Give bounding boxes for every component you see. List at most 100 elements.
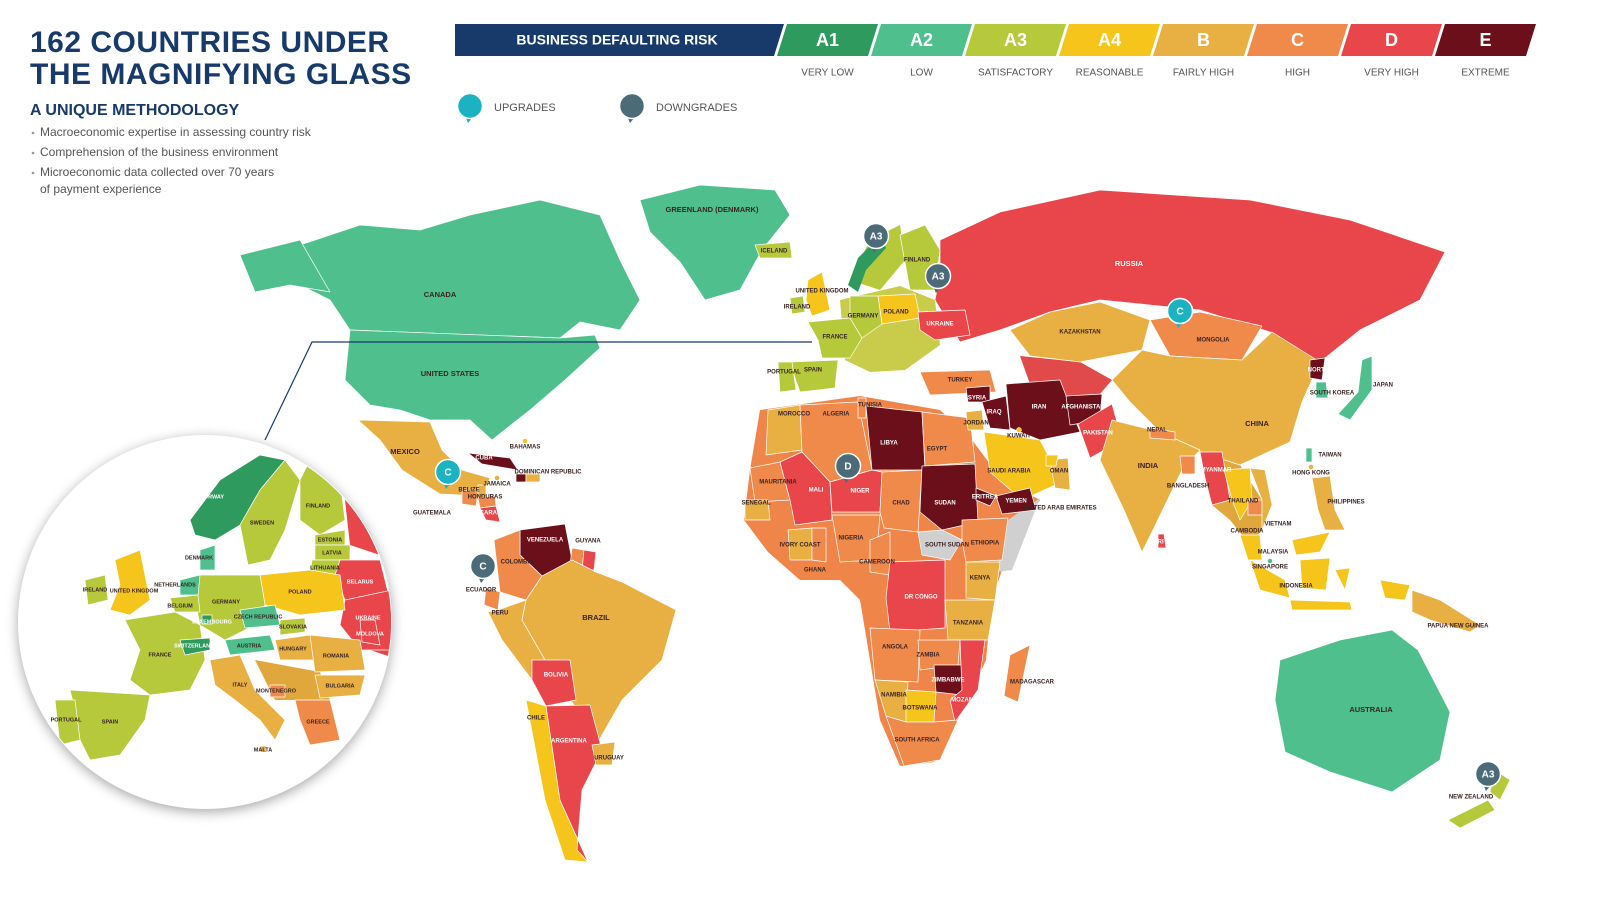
legend-swatch	[1435, 24, 1536, 56]
zoom-country-label: HUNGARY	[279, 646, 307, 652]
zoom-country-label: IRELAND	[83, 587, 107, 593]
country-shape	[545, 704, 603, 863]
country-label: KENYA	[970, 576, 991, 582]
marker-layer: A3 A3 C D C C A3	[434, 222, 1502, 791]
country-shape	[1311, 475, 1346, 531]
bullet-text: Microeconomic data collected over 70 yea…	[40, 165, 274, 179]
country-shape	[1291, 531, 1331, 556]
country-label: CAMEROON	[859, 560, 895, 566]
zoom-country-shape	[309, 634, 366, 673]
country-shape	[965, 409, 985, 431]
legend-code: A1	[816, 30, 839, 50]
country-label: CUBA	[475, 456, 493, 462]
country-label: ZIMBABWE	[932, 678, 965, 684]
legend-label: VERY LOW	[801, 68, 854, 79]
country-label: TUNISIA	[858, 403, 883, 409]
country-label: GHANA	[804, 568, 827, 574]
zoom-country-label: PORTUGAL	[51, 717, 83, 723]
country-shape	[1003, 644, 1031, 703]
zoom-country-label: ESTONIA	[318, 537, 342, 543]
zoom-country-label: LUXEMBOURG	[192, 619, 232, 625]
change-marker-label: A3	[932, 272, 945, 283]
change-marker	[1166, 297, 1194, 325]
country-label: GERMANY	[848, 314, 879, 320]
zoom-country-label: NORWAY	[200, 494, 224, 500]
country-label: OMAN	[1050, 469, 1068, 475]
zoom-country-shape	[239, 459, 301, 566]
legend-code: D	[1385, 30, 1398, 50]
country-shape	[591, 741, 616, 766]
legend-swatch	[777, 24, 878, 56]
zoom-country-shape	[294, 699, 341, 746]
country-label: MALI	[809, 488, 824, 494]
country-label: MAURITANIA	[759, 480, 797, 486]
country-label: KAZAKHSTAN	[1059, 330, 1100, 336]
country-label: UKRAINE	[926, 322, 953, 328]
country-label: ETHIOPIA	[971, 541, 1000, 547]
country-shape	[1009, 301, 1151, 363]
title-line: THE MAGNIFYING GLASS	[30, 58, 412, 91]
subtitle: A UNIQUE METHODOLOGY	[30, 102, 240, 119]
country-label: GUATEMALA	[413, 511, 452, 517]
country-label: AFGHANISTAN	[1061, 405, 1104, 411]
country-label: CAMBODIA	[1231, 529, 1265, 535]
country-shape	[1305, 447, 1313, 463]
zoom-country-shape	[314, 674, 366, 699]
country-label: LIBYA	[880, 441, 898, 447]
country-label: INDIA	[1138, 461, 1159, 470]
country-shape	[1223, 467, 1253, 521]
country-label: SOUTH KOREA	[1310, 391, 1355, 397]
country-shape	[1337, 355, 1373, 421]
country-label: VIETNAM	[1265, 522, 1292, 528]
country-label: URUGUAY	[594, 756, 624, 762]
country-label: CHAD	[892, 501, 910, 507]
country-label: MALAYSIA	[1258, 550, 1289, 556]
country-label: ANGOLA	[882, 645, 909, 651]
country-shape	[521, 559, 677, 743]
change-marker	[862, 222, 890, 250]
zoom-country-label: POLAND	[288, 589, 311, 595]
country-label: CANADA	[424, 290, 457, 299]
zoom-connector	[264, 341, 812, 441]
country-label: UNITED KINGDOM	[796, 289, 849, 295]
legend-title-bar	[455, 24, 784, 56]
country-shape	[885, 715, 959, 767]
zoom-circle: NORWAY SWEDEN FINLAND ESTONIA LATVIA LITHUANI…	[18, 435, 392, 809]
country-label: VENEZUELA	[527, 538, 564, 544]
country-label: GREENLAND (DENMARK)	[666, 205, 759, 214]
country-label: MEXICO	[390, 447, 420, 456]
country-label: HONDURAS	[468, 495, 503, 501]
zoom-country-label: SWEDEN	[250, 520, 274, 526]
bullet-dot	[31, 131, 35, 135]
country-shape	[289, 199, 641, 339]
zoom-country-label: BULGARIA	[325, 683, 354, 689]
change-marker	[924, 262, 952, 290]
zoom-country-label: MONTENEGRO	[256, 688, 297, 694]
zoom-country-label: GERMANY	[212, 599, 240, 605]
country-label: SPAIN	[804, 368, 822, 374]
zoom-country-shape	[109, 549, 151, 616]
country-label: BAHAMAS	[510, 445, 541, 451]
country-shape	[1309, 357, 1326, 381]
change-marker	[434, 458, 462, 486]
zoom-country-shape	[124, 611, 206, 696]
zoom-country-shape	[279, 617, 306, 636]
change-label: UPGRADES	[494, 102, 556, 114]
country-shape	[744, 499, 771, 521]
change-marker-label: C	[444, 468, 451, 479]
country-label: PORTUGAL	[767, 370, 801, 376]
country-shape	[1149, 427, 1176, 441]
zoom-country-label: SWITZERLAND	[174, 643, 214, 649]
country-shape	[995, 487, 1037, 515]
legend-swatch	[1153, 24, 1254, 56]
country-shape	[1379, 579, 1411, 601]
legend-swatch	[871, 24, 972, 56]
country-label: NEPAL	[1147, 428, 1167, 434]
country-label: IRELAND	[784, 305, 811, 311]
change-marker-label: D	[844, 462, 851, 473]
zoom-country-label: SPAIN	[102, 719, 118, 725]
country-label: SURINAME	[589, 546, 621, 552]
country-shape	[357, 419, 491, 497]
country-labels: CANADA UNITED STATES GREENLAND (DENMARK) ME…	[390, 205, 1494, 801]
country-shape	[1411, 589, 1481, 633]
